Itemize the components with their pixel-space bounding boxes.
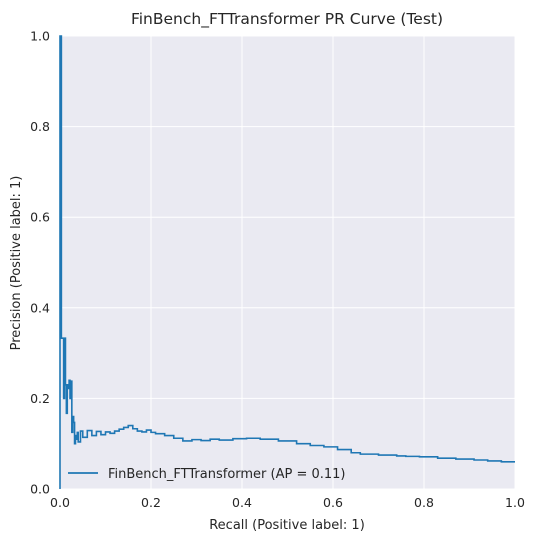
chart-title: FinBench_FTTransformer PR Curve (Test) [131, 10, 443, 29]
x-axis-label: Recall (Positive label: 1) [209, 518, 365, 533]
y-tick-label: 0.0 [30, 482, 50, 497]
tick-labels: 0.0 0.2 0.4 0.6 0.8 1.0 0.0 0.2 0.4 0.6 0.8 1.0 [30, 29, 525, 511]
legend-label: FinBench_FTTransformer (AP = 0.11) [108, 467, 346, 482]
y-tick-label: 0.8 [30, 119, 50, 134]
y-tick-label: 0.2 [30, 391, 50, 406]
x-tick-label: 0.2 [141, 495, 161, 510]
grid-lines [59, 35, 516, 490]
x-tick-label: 0.6 [323, 495, 343, 510]
x-tick-label: 0.0 [50, 495, 70, 510]
legend: FinBench_FTTransformer (AP = 0.11) [68, 467, 346, 482]
y-tick-label: 1.0 [30, 29, 50, 44]
y-tick-label: 0.4 [30, 300, 50, 315]
series-layer [59, 35, 515, 489]
x-tick-label: 1.0 [505, 495, 525, 510]
pr-curve-line [59, 35, 515, 489]
x-tick-label: 0.4 [232, 495, 252, 510]
x-tick-label: 0.8 [414, 495, 434, 510]
y-axis-label: Precision (Positive label: 1) [9, 176, 24, 351]
plot-area [60, 36, 515, 489]
y-tick-label: 0.6 [30, 210, 50, 225]
